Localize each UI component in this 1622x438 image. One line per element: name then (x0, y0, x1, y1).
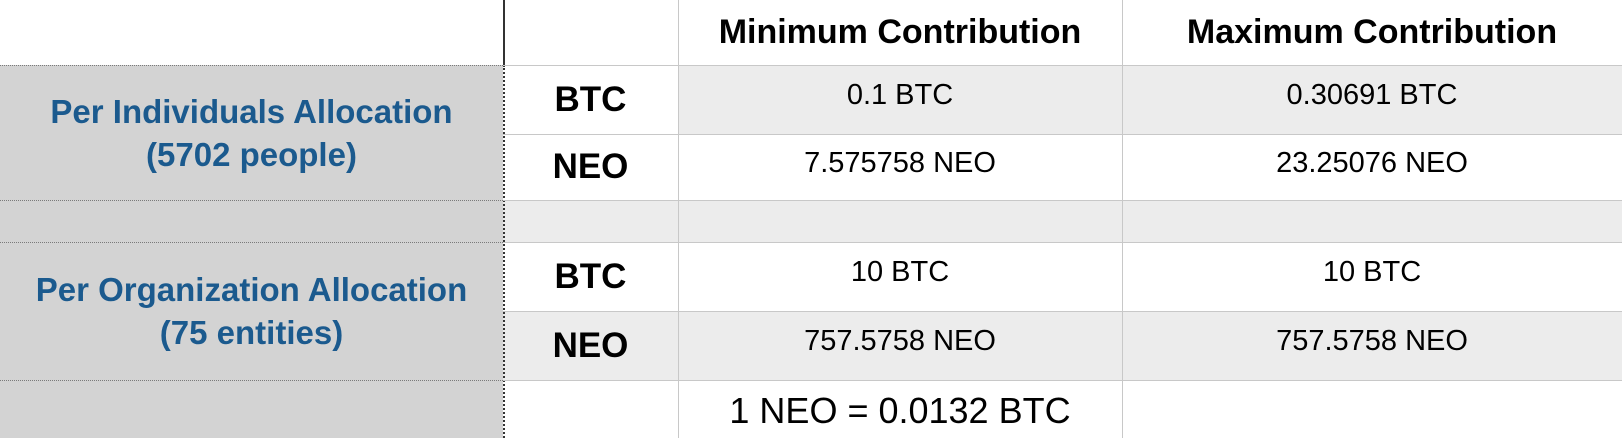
header-empty-currency-cell (503, 0, 678, 65)
spacer-cell (503, 200, 678, 242)
footer-empty-cell (1122, 380, 1622, 438)
header-min-contribution: Minimum Contribution (678, 0, 1122, 65)
row-divider (503, 134, 1622, 135)
row-divider (503, 380, 1622, 381)
currency-cell: NEO (503, 311, 678, 380)
label-row-divider (0, 200, 503, 201)
label-row-divider (0, 65, 503, 66)
max-value-cell: 757.5758 NEO (1122, 311, 1622, 380)
group-label-individuals: Per Individuals Allocation (5702 people) (0, 65, 503, 200)
header-min-label: Minimum Contribution (718, 13, 1082, 51)
currency-label: NEO (552, 325, 629, 365)
min-value: 7.575758 NEO (804, 146, 996, 179)
header-max-label: Maximum Contribution (1186, 13, 1558, 51)
min-value: 757.5758 NEO (804, 325, 996, 357)
row-divider (503, 311, 1622, 312)
group-label-line1: Per Organization Allocation (35, 271, 468, 308)
max-value-cell: 10 BTC (1122, 242, 1622, 311)
min-value-cell: 0.1 BTC (678, 65, 1122, 134)
spacer-label-cell (0, 200, 503, 242)
max-value: 23.25076 NEO (1276, 146, 1468, 179)
group-label-organization: Per Organization Allocation (75 entities… (0, 242, 503, 380)
exchange-rate-cell: 1 NEO = 0.0132 BTC (678, 380, 1122, 438)
column-divider (678, 0, 679, 438)
exchange-rate-note: 1 NEO = 0.0132 BTC (729, 390, 1071, 431)
min-value-cell: 7.575758 NEO (678, 134, 1122, 200)
group-label-line1: Per Individuals Allocation (50, 92, 453, 130)
group-label-line2: (75 entities) (159, 314, 344, 351)
max-value: 0.30691 BTC (1286, 79, 1458, 111)
min-value-cell: 757.5758 NEO (678, 311, 1122, 380)
column-divider (1122, 0, 1123, 438)
row-divider (503, 200, 1622, 201)
currency-label: BTC (554, 256, 627, 296)
header-empty-label-cell (0, 0, 503, 65)
group-label-line2: (5702 people) (146, 135, 357, 173)
footer-label-cell (0, 380, 503, 438)
label-row-divider (0, 380, 503, 381)
currency-label: NEO (552, 147, 629, 186)
min-value: 10 BTC (850, 256, 950, 288)
label-row-divider (0, 242, 503, 243)
currency-cell: NEO (503, 134, 678, 200)
max-value-cell: 23.25076 NEO (1122, 134, 1622, 200)
max-value-cell: 0.30691 BTC (1122, 65, 1622, 134)
label-column-divider (503, 0, 505, 65)
spacer-cell (678, 200, 1122, 242)
footer-empty-cell (503, 380, 678, 438)
label-column-divider-dotted (503, 65, 505, 438)
max-value: 757.5758 NEO (1276, 325, 1468, 357)
spacer-cell (1122, 200, 1622, 242)
min-value: 0.1 BTC (846, 79, 954, 111)
row-divider (503, 65, 1622, 66)
currency-cell: BTC (503, 65, 678, 134)
currency-cell: BTC (503, 242, 678, 311)
max-value: 10 BTC (1322, 256, 1422, 288)
row-divider (503, 242, 1622, 243)
currency-label: BTC (554, 79, 627, 119)
header-max-contribution: Maximum Contribution (1122, 0, 1622, 65)
min-value-cell: 10 BTC (678, 242, 1122, 311)
